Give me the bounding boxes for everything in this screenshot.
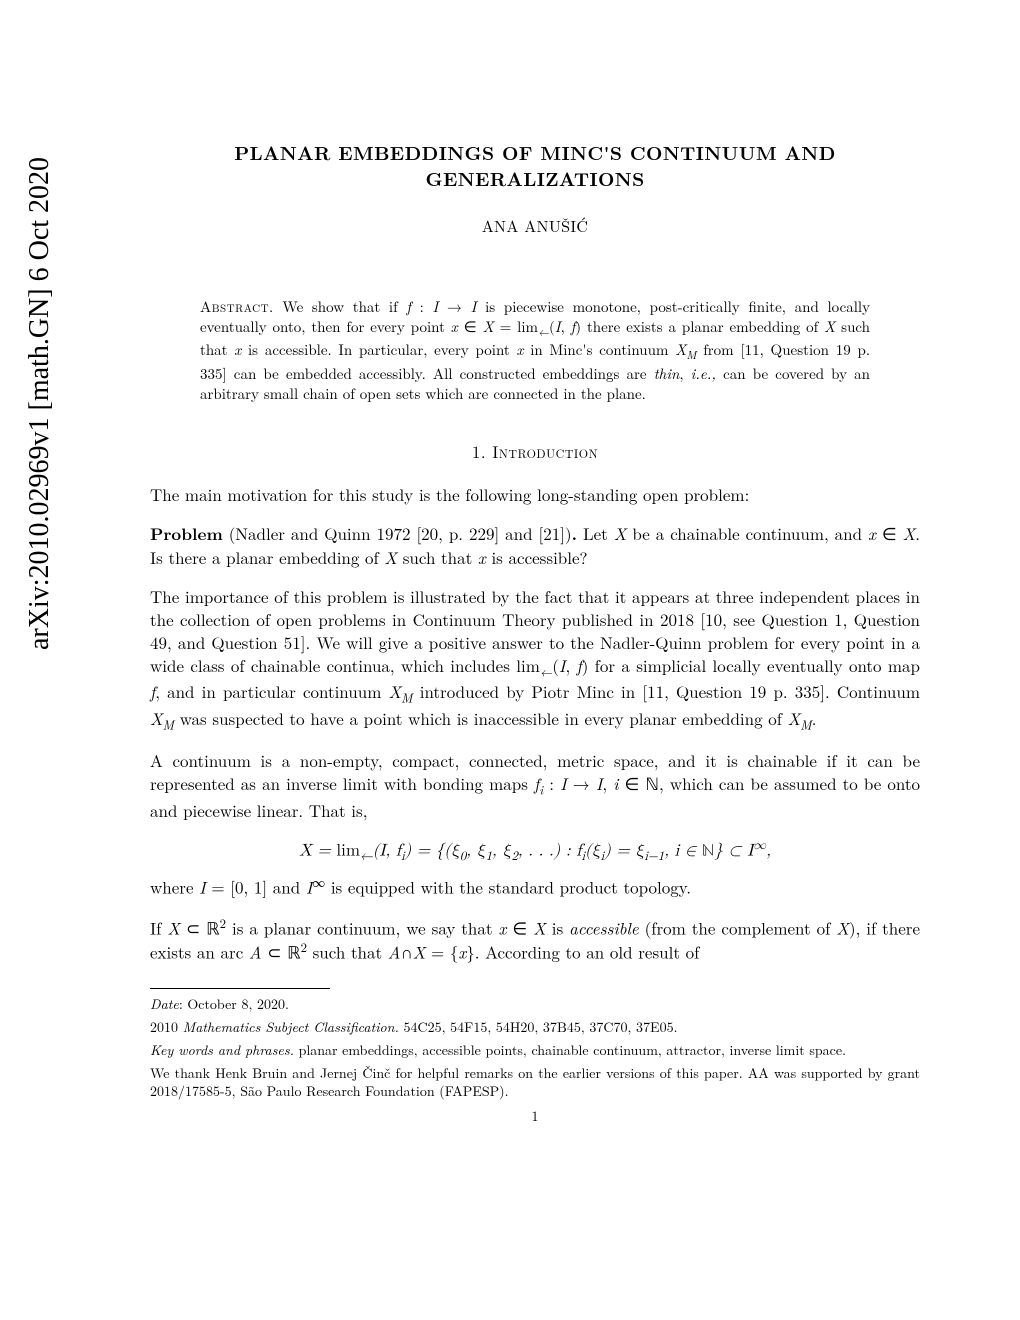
- paragraph-intro: The main motivation for this study is th…: [150, 483, 920, 506]
- abstract-block: Abstract. We show that if f : I → I is p…: [200, 297, 870, 404]
- footnote-keywords-value: planar embeddings, accessible points, ch…: [299, 1040, 846, 1060]
- footnote-date-value: : October 8, 2020.: [179, 994, 289, 1014]
- problem-statement: Problem (Nadler and Quinn 1972 [20, p. 2…: [150, 522, 920, 569]
- section-number: 1.: [472, 439, 486, 463]
- footnote-msc: 2010 Mathematics Subject Classification.…: [150, 1018, 920, 1037]
- section-title: Introduction: [492, 439, 598, 463]
- footnote-rule: [150, 988, 330, 989]
- paragraph-continuum-def: A continuum is a non-empty, compact, con…: [150, 749, 920, 821]
- math-inverse-limit: X = lim←(I, fi) = {(ξ0, ξ1, ξ2, . . .) :…: [150, 838, 920, 866]
- footnote-keywords-label: Key words and phrases.: [150, 1040, 294, 1060]
- section-heading: 1. Introduction: [150, 440, 920, 463]
- abstract-text: We show that if f : I → I is piecewise m…: [200, 296, 870, 404]
- abstract-label: Abstract.: [200, 296, 274, 317]
- paper-title: PLANAR EMBEDDINGS OF MINC'S CONTINUUM AN…: [150, 140, 920, 191]
- paper-author: ANA ANUŠIĆ: [150, 215, 920, 237]
- footnote-msc-value: 54C25, 54F15, 54H20, 37B45, 37C70, 37E05…: [404, 1017, 678, 1037]
- problem-label: Problem: [150, 522, 223, 546]
- footnote-keywords: Key words and phrases. planar embeddings…: [150, 1041, 920, 1060]
- problem-citation: (Nadler and Quinn 1972 [20, p. 229] and …: [229, 521, 577, 545]
- paragraph-where: where I = [0, 1] and I∞ is equipped with…: [150, 874, 920, 899]
- footnote-date: Date: October 8, 2020.: [150, 995, 920, 1014]
- paragraph-importance: The importance of this problem is illust…: [150, 585, 920, 734]
- paragraph-accessible: If X ⊂ ℝ2 is a planar continuum, we say …: [150, 915, 920, 964]
- footnote-date-label: Date: [150, 994, 179, 1014]
- footnote-msc-label: 2010 Mathematics Subject Classification.: [150, 1017, 399, 1037]
- arxiv-identifier: arXiv:2010.02969v1 [math.GN] 6 Oct 2020: [24, 157, 56, 650]
- footnote-thanks: We thank Henk Bruin and Jernej Činč for …: [150, 1064, 920, 1102]
- page-number: 1: [150, 1107, 920, 1126]
- paper-content: PLANAR EMBEDDINGS OF MINC'S CONTINUUM AN…: [0, 0, 1020, 1166]
